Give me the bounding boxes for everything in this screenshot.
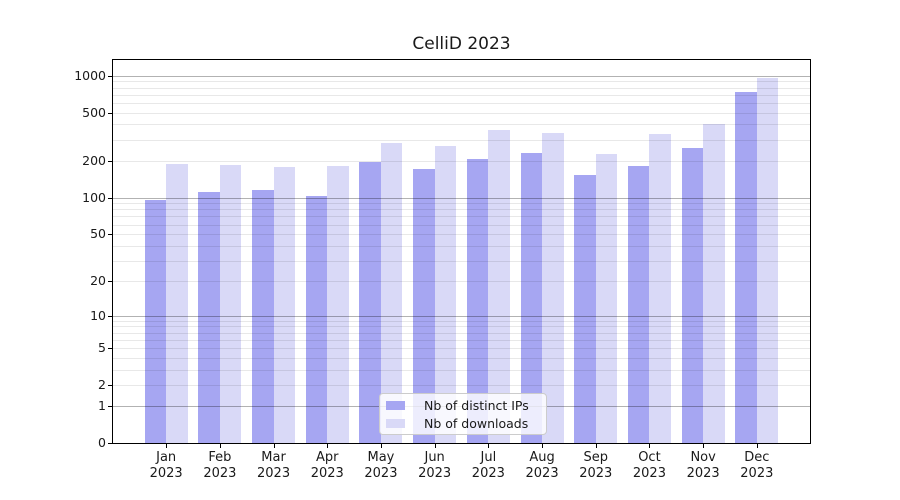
x-tick-mark <box>273 444 275 448</box>
y-tick-label-1: 1 <box>98 398 106 414</box>
bar-distinct-ips-may <box>359 162 381 443</box>
y-tick-label-1000: 1000 <box>74 67 106 83</box>
bar-downloads-nov <box>703 123 725 443</box>
x-tick-mark <box>542 444 544 448</box>
y-tick-mark <box>108 75 112 77</box>
y-tick-label-20: 20 <box>90 273 106 289</box>
bar-downloads-may <box>380 142 403 443</box>
bar-downloads-mar <box>273 167 296 443</box>
x-tick-label-apr: Apr 2023 <box>310 450 344 481</box>
y-tick-label-100: 100 <box>82 189 106 205</box>
x-tick-label-nov: Nov 2023 <box>686 450 720 481</box>
y-tick-mark <box>108 443 112 445</box>
legend: Nb of distinct IPs Nb of downloads <box>379 393 547 435</box>
bar-distinct-ips-sep <box>574 174 596 443</box>
x-tick-mark <box>219 444 221 448</box>
x-tick-label-may: May 2023 <box>364 450 398 481</box>
bar-downloads-dec <box>756 78 779 443</box>
legend-label-distinct-ips: Nb of distinct IPs <box>424 397 529 413</box>
y-tick-mark <box>108 281 112 283</box>
x-tick-label-dec: Dec 2023 <box>740 450 774 481</box>
bar-distinct-ips-aug <box>520 152 543 443</box>
y-tick-label-200: 200 <box>82 153 106 169</box>
y-tick-label-5: 5 <box>98 339 106 355</box>
x-tick-mark <box>703 444 705 448</box>
bar-downloads-oct <box>649 133 671 443</box>
bar-distinct-ips-nov <box>681 147 704 443</box>
x-tick-label-sep: Sep 2023 <box>579 450 613 481</box>
y-tick-mark <box>108 234 112 236</box>
bars-layer <box>113 60 810 443</box>
x-tick-mark <box>756 444 758 448</box>
bar-downloads-feb <box>219 164 242 443</box>
x-tick-label-feb: Feb 2023 <box>203 450 237 481</box>
bar-distinct-ips-oct <box>627 165 650 443</box>
x-tick-label-mar: Mar 2023 <box>257 450 291 481</box>
y-tick-mark <box>108 161 112 163</box>
bar-downloads-jan <box>166 163 188 443</box>
bar-distinct-ips-jan <box>144 200 167 443</box>
bar-downloads-jul <box>488 129 510 443</box>
y-tick-label-0: 0 <box>98 435 106 451</box>
chart-title: CelliD 2023 <box>412 34 511 54</box>
y-tick-mark <box>108 384 112 386</box>
x-tick-mark <box>327 444 329 448</box>
x-tick-label-jan: Jan 2023 <box>149 450 183 481</box>
y-tick-mark <box>108 112 112 114</box>
x-tick-mark <box>488 444 490 448</box>
bar-distinct-ips-dec <box>735 91 757 443</box>
bar-downloads-jun <box>434 146 457 443</box>
y-tick-mark <box>108 347 112 349</box>
y-tick-mark <box>108 315 112 317</box>
bar-downloads-sep <box>595 153 618 443</box>
x-tick-label-oct: Oct 2023 <box>632 450 666 481</box>
bar-distinct-ips-mar <box>252 190 274 443</box>
bar-distinct-ips-apr <box>305 196 328 443</box>
x-tick-mark <box>434 444 436 448</box>
bar-distinct-ips-jul <box>466 158 489 443</box>
x-tick-mark <box>166 444 168 448</box>
bar-downloads-aug <box>542 132 564 443</box>
x-tick-mark <box>595 444 597 448</box>
legend-label-downloads: Nb of downloads <box>424 415 529 431</box>
y-tick-label-10: 10 <box>90 307 106 323</box>
legend-swatch-distinct-ips <box>386 400 405 410</box>
x-tick-mark <box>380 444 382 448</box>
y-tick-label-50: 50 <box>90 226 106 242</box>
bar-downloads-apr <box>327 165 349 443</box>
x-tick-label-jul: Jul 2023 <box>471 450 505 481</box>
legend-row-downloads: Nb of downloads <box>386 416 540 431</box>
y-tick-label-2: 2 <box>98 376 106 392</box>
y-tick-mark <box>108 406 112 408</box>
y-tick-label-500: 500 <box>82 104 106 120</box>
x-tick-mark <box>649 444 651 448</box>
legend-row-distinct-ips: Nb of distinct IPs <box>386 398 540 413</box>
y-tick-mark <box>108 197 112 199</box>
bar-distinct-ips-jun <box>413 168 435 443</box>
x-tick-label-jun: Jun 2023 <box>418 450 452 481</box>
bar-distinct-ips-feb <box>198 191 220 443</box>
x-tick-label-aug: Aug 2023 <box>525 450 559 481</box>
legend-swatch-downloads <box>386 418 405 428</box>
